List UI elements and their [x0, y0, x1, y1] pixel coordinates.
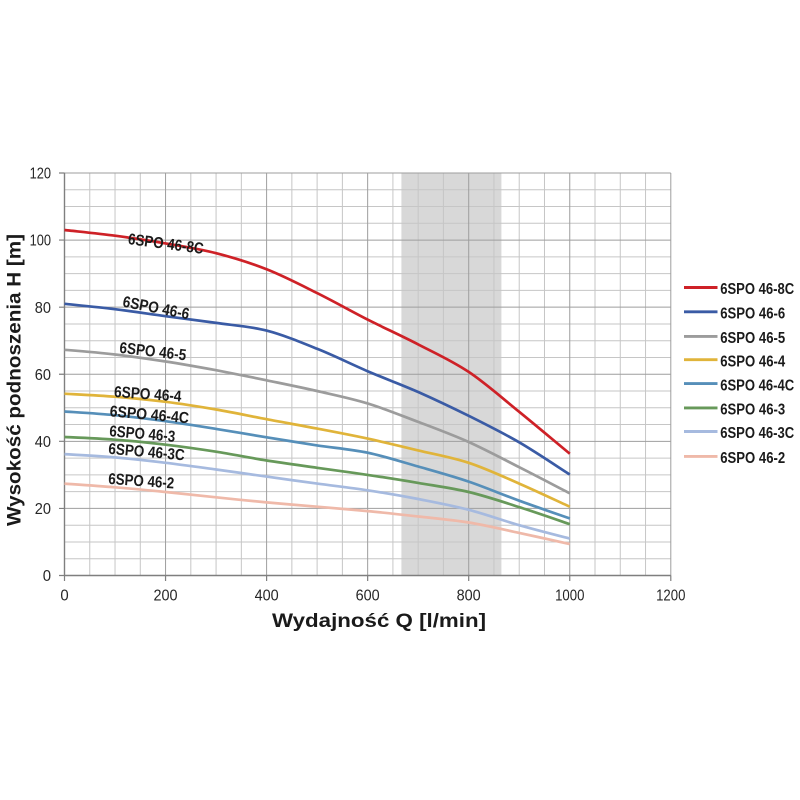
svg-text:6SPO 46-8C: 6SPO 46-8C	[720, 281, 794, 298]
svg-text:600: 600	[356, 588, 380, 605]
svg-text:1200: 1200	[656, 588, 686, 605]
svg-text:6SPO 46-3: 6SPO 46-3	[109, 423, 176, 446]
svg-text:6SPO 46-4C: 6SPO 46-4C	[109, 403, 190, 427]
svg-text:400: 400	[255, 588, 279, 605]
svg-text:0: 0	[60, 588, 69, 605]
svg-text:6SPO 46-3C: 6SPO 46-3C	[108, 441, 186, 465]
svg-text:80: 80	[35, 300, 52, 317]
svg-text:20: 20	[35, 501, 52, 518]
svg-text:60: 60	[35, 367, 52, 384]
svg-text:6SPO 46-2: 6SPO 46-2	[108, 471, 175, 493]
svg-text:6SPO 46-2: 6SPO 46-2	[720, 450, 785, 467]
svg-text:200: 200	[154, 588, 178, 605]
svg-text:6SPO 46-3C: 6SPO 46-3C	[720, 425, 794, 442]
svg-text:6SPO 46-4: 6SPO 46-4	[720, 353, 785, 370]
svg-text:Wysokość podnoszenia H [m]: Wysokość podnoszenia H [m]	[4, 234, 26, 526]
svg-text:6SPO 46-4: 6SPO 46-4	[114, 384, 183, 406]
svg-text:0: 0	[43, 568, 52, 585]
svg-text:6SPO 46-5: 6SPO 46-5	[720, 330, 785, 347]
svg-text:6SPO 46-3: 6SPO 46-3	[720, 402, 785, 419]
svg-text:40: 40	[35, 434, 52, 451]
svg-text:100: 100	[30, 233, 52, 250]
svg-text:120: 120	[30, 166, 52, 183]
svg-text:800: 800	[457, 588, 481, 605]
svg-text:6SPO 46-6: 6SPO 46-6	[720, 306, 785, 323]
svg-text:1000: 1000	[555, 588, 585, 605]
svg-text:Wydajność Q [l/min]: Wydajność Q [l/min]	[272, 611, 486, 632]
svg-text:6SPO 46-4C: 6SPO 46-4C	[720, 377, 794, 394]
